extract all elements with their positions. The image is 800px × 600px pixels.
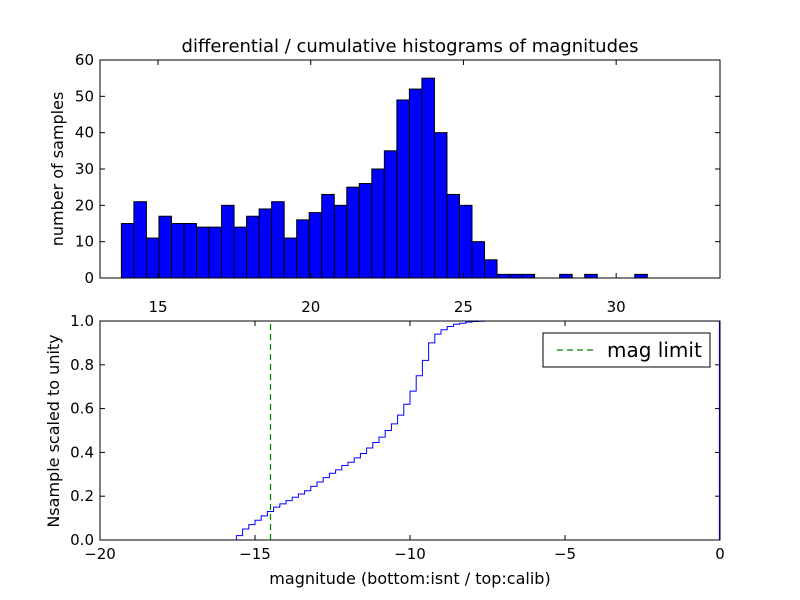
histogram-bar bbox=[221, 204, 235, 279]
y-tick-label: 30 bbox=[75, 160, 94, 178]
x-tick-label: −10 bbox=[394, 545, 426, 563]
y-tick-label: 0.2 bbox=[70, 487, 94, 505]
histogram-bar bbox=[283, 237, 298, 279]
histogram-bar bbox=[321, 193, 335, 279]
histogram-bars bbox=[120, 77, 648, 279]
histogram-bar bbox=[333, 204, 348, 279]
y-tick-label: 0.4 bbox=[70, 443, 94, 461]
legend-label-mag-limit: mag limit bbox=[607, 338, 702, 362]
y-tick-label: 60 bbox=[75, 51, 94, 69]
y-tick-label: 20 bbox=[75, 196, 94, 214]
histogram-bar bbox=[371, 168, 385, 279]
bottom-y-axis-label: Nsample scaled to unity bbox=[44, 334, 63, 527]
histogram-bar bbox=[509, 273, 523, 279]
x-tick-label: −5 bbox=[554, 545, 576, 563]
histogram-bar bbox=[158, 215, 172, 279]
histogram-bar bbox=[296, 219, 310, 279]
histogram-bar bbox=[308, 212, 323, 279]
histogram-bar bbox=[271, 201, 285, 279]
y-tick-label: 1.0 bbox=[70, 312, 94, 330]
histogram-bar bbox=[521, 273, 536, 279]
x-tick-label: 20 bbox=[301, 298, 320, 316]
histogram-bar bbox=[383, 150, 398, 279]
histogram-bar bbox=[559, 273, 573, 279]
y-tick-label: 40 bbox=[75, 124, 94, 142]
bottom-axis-ticks: 0.0 0.2 0.4 0.6 0.8 1.0 −20 −15 −10 −5 0 bbox=[70, 312, 725, 563]
histogram-bar bbox=[433, 132, 448, 279]
x-tick-label: 15 bbox=[148, 298, 167, 316]
histogram-bar bbox=[246, 215, 260, 279]
y-tick-label: 0 bbox=[84, 269, 94, 287]
legend: mag limit bbox=[542, 332, 711, 368]
histogram-bar bbox=[496, 273, 511, 279]
histogram-bar bbox=[145, 237, 160, 279]
histogram-bar bbox=[634, 273, 648, 279]
y-tick-label: 10 bbox=[75, 233, 94, 251]
histogram-bar bbox=[584, 273, 598, 279]
y-tick-label: 50 bbox=[75, 87, 94, 105]
histogram-bar bbox=[446, 193, 460, 279]
histogram-bar bbox=[408, 88, 423, 279]
histogram-bar bbox=[471, 241, 486, 279]
x-tick-label: 0 bbox=[715, 545, 725, 563]
histogram-bar bbox=[421, 77, 435, 279]
histogram-bar bbox=[196, 226, 210, 279]
x-tick-label: −15 bbox=[239, 545, 271, 563]
histogram-bar bbox=[258, 208, 273, 279]
histogram-bar bbox=[233, 226, 248, 279]
histogram-bar bbox=[458, 204, 473, 279]
histogram-bar bbox=[208, 226, 223, 279]
top-histogram-panel: differential / cumulative histograms of … bbox=[48, 36, 721, 316]
top-y-axis-label: number of samples bbox=[48, 92, 67, 247]
x-tick-label: 30 bbox=[607, 298, 626, 316]
histogram-bar bbox=[358, 183, 373, 279]
x-tick-label: −20 bbox=[84, 545, 116, 563]
y-tick-label: 0.0 bbox=[70, 531, 94, 549]
histogram-bar bbox=[396, 99, 410, 279]
x-tick-label: 25 bbox=[454, 298, 473, 316]
top-axis-ticks: 0 10 20 30 40 50 60 15 20 25 30 bbox=[75, 51, 720, 316]
bottom-cumulative-panel: 0.0 0.2 0.4 0.6 0.8 1.0 −20 −15 −10 −5 0 magnitude… bbox=[44, 312, 725, 588]
histogram-bar bbox=[120, 223, 135, 279]
histogram-bar bbox=[346, 186, 360, 279]
cumulative-step-line bbox=[100, 320, 720, 541]
y-tick-label: 0.8 bbox=[70, 356, 94, 374]
chart-title: differential / cumulative histograms of … bbox=[182, 36, 639, 57]
histogram-bar bbox=[170, 223, 185, 279]
histogram-bar bbox=[484, 259, 498, 279]
histogram-bar bbox=[133, 201, 147, 279]
y-tick-label: 0.6 bbox=[70, 400, 94, 418]
histogram-bar bbox=[183, 223, 198, 279]
bottom-x-axis-label: magnitude (bottom:isnt / top:calib) bbox=[269, 569, 550, 588]
